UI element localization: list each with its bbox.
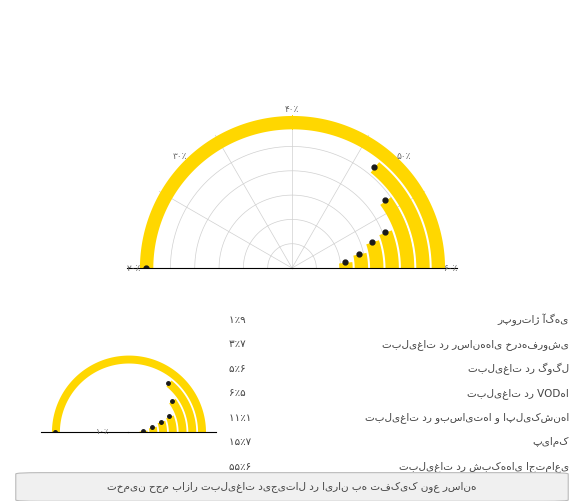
Text: ۳٪۷‏: ۳٪۷‏ [229, 339, 246, 349]
FancyBboxPatch shape [16, 472, 568, 501]
Text: ۱٪۹‏: ۱٪۹‏ [229, 315, 246, 325]
Text: ۲۰٪: ۲۰٪ [127, 264, 141, 273]
Text: ۱۵٪۷‏: ۱۵٪۷‏ [229, 437, 251, 447]
Text: ۶۰٪: ۶۰٪ [443, 264, 457, 273]
Text: ۳۰٪: ۳۰٪ [173, 152, 187, 161]
Text: تبلیغات در وب‌سایتها و اپلیکشن‌ها: تبلیغات در وب‌سایتها و اپلیکشن‌ها [364, 412, 569, 423]
Text: ۶٪۵‏: ۶٪۵‏ [229, 388, 245, 398]
Text: تبلیغات در رسانههای خردهفروشی: تبلیغات در رسانههای خردهفروشی [382, 339, 569, 350]
Text: تخمین حجم بازار تبلیغات دیجیتال در ایران به تفکیک نوع رسانه: تخمین حجم بازار تبلیغات دیجیتال در ایران… [107, 481, 477, 492]
Text: ۴۰٪: ۴۰٪ [285, 106, 299, 115]
Text: ۵٪۶‏: ۵٪۶‏ [229, 364, 245, 374]
Text: ۱۰٪: ۱۰٪ [96, 427, 110, 436]
Text: رپورتاژ آگهی: رپورتاژ آگهی [498, 314, 569, 326]
Text: ۱۱٪۱‏: ۱۱٪۱‏ [229, 413, 251, 423]
Text: ۵۵٪۶‏: ۵۵٪۶‏ [229, 462, 251, 472]
Text: ۵۰٪: ۵۰٪ [397, 152, 411, 161]
Text: تبلیغات در VODها: تبلیغات در VODها [467, 388, 569, 399]
Text: پیامک: پیامک [532, 437, 569, 447]
Text: تبلیغات در شبکههای اجتماعی: تبلیغات در شبکههای اجتماعی [399, 461, 569, 472]
Text: تبلیغات در گوگل: تبلیغات در گوگل [468, 363, 569, 375]
